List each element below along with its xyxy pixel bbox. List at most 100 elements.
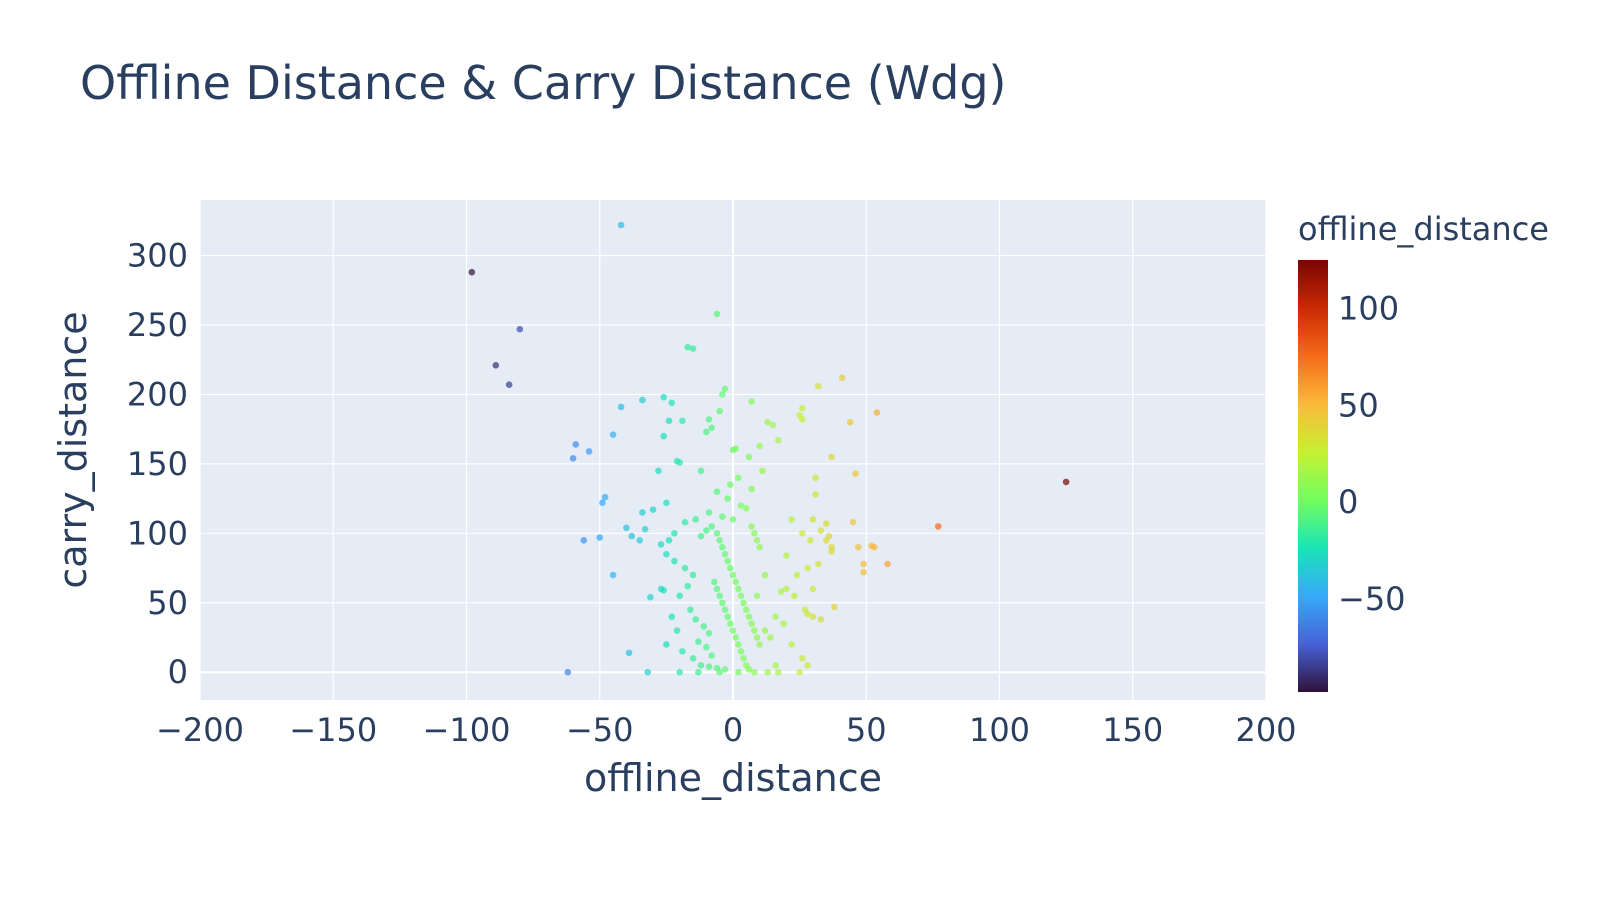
data-point [505, 381, 513, 389]
data-point [705, 630, 713, 637]
data-point [721, 666, 729, 673]
data-point [822, 536, 830, 544]
data-point [713, 585, 721, 593]
data-point [713, 310, 721, 318]
data-point [676, 459, 683, 466]
data-point [601, 493, 609, 501]
data-point [798, 655, 806, 662]
data-point [860, 560, 867, 568]
data-point [705, 509, 713, 516]
data-point [775, 668, 782, 676]
data-point [761, 627, 769, 634]
data-point [769, 421, 777, 429]
data-point [713, 488, 721, 495]
x-tick-label: 150 [1102, 711, 1163, 749]
colorbar-tick-labels: −50 0 50 100 [1338, 289, 1406, 618]
data-point [804, 564, 811, 572]
data-point [665, 536, 673, 544]
data-point [814, 560, 822, 568]
y-tick-label: 200 [127, 375, 188, 413]
data-point [564, 668, 572, 676]
data-point [934, 523, 942, 530]
data-point [663, 499, 670, 507]
data-point [783, 585, 790, 593]
data-point [719, 599, 726, 607]
data-point [735, 474, 742, 482]
data-point [625, 649, 633, 657]
data-point [713, 664, 721, 672]
data-point [756, 543, 763, 551]
data-point [732, 634, 739, 641]
y-tick-label: 0 [168, 653, 188, 691]
x-tick-label: 0 [723, 711, 743, 749]
data-point [852, 470, 859, 477]
data-point [780, 620, 787, 627]
data-point [719, 391, 726, 398]
data-point [740, 655, 747, 662]
data-point [623, 524, 630, 532]
data-point [724, 495, 731, 502]
data-point [679, 417, 686, 425]
data-point [737, 592, 745, 600]
x-tick-label: 200 [1235, 711, 1296, 749]
data-point [703, 527, 710, 534]
data-point [748, 398, 755, 405]
data-point [609, 431, 617, 439]
data-point [697, 661, 705, 669]
data-point [599, 499, 606, 507]
data-point [727, 564, 734, 572]
data-point [817, 616, 825, 623]
data-point [703, 643, 710, 651]
data-point [790, 592, 798, 600]
data-point [775, 436, 782, 444]
data-point [671, 530, 678, 537]
data-point [822, 520, 830, 527]
y-tick-label: 100 [127, 514, 188, 552]
data-point [724, 557, 731, 565]
data-point [828, 453, 835, 461]
data-point [743, 505, 750, 512]
data-point [764, 418, 771, 426]
data-point [697, 532, 705, 540]
data-point [870, 543, 878, 551]
data-point [655, 467, 662, 475]
data-point [727, 620, 734, 627]
x-tick-label: −150 [289, 711, 377, 749]
data-point [860, 568, 867, 576]
data-point [729, 516, 737, 523]
data-point [732, 578, 739, 586]
data-point [849, 518, 857, 526]
data-point [716, 536, 723, 544]
data-point [492, 361, 500, 369]
data-point [705, 416, 713, 423]
x-tick-label: −50 [566, 711, 634, 749]
y-tick-label: 150 [127, 445, 188, 483]
data-point [721, 606, 729, 614]
data-point [729, 571, 737, 579]
data-point [838, 374, 846, 382]
y-tick-label: 300 [127, 237, 188, 275]
data-point [796, 411, 803, 419]
data-point [756, 641, 763, 648]
data-point [711, 578, 718, 586]
data-point [628, 532, 636, 540]
data-point [649, 506, 657, 514]
data-point [809, 613, 817, 620]
data-point [753, 634, 761, 641]
y-tick-label: 250 [127, 306, 188, 344]
data-point [751, 530, 758, 537]
data-point [617, 403, 625, 411]
data-point [846, 418, 854, 426]
data-point [639, 509, 646, 516]
data-point [663, 641, 670, 648]
x-tick-label: 50 [846, 711, 887, 749]
data-point [660, 586, 668, 594]
data-point [516, 325, 524, 333]
y-tick-label: 50 [147, 584, 188, 622]
grid-lines [199, 200, 1267, 700]
data-point [764, 668, 771, 676]
data-point [751, 627, 758, 634]
data-point [644, 668, 652, 676]
data-point [1062, 478, 1070, 486]
